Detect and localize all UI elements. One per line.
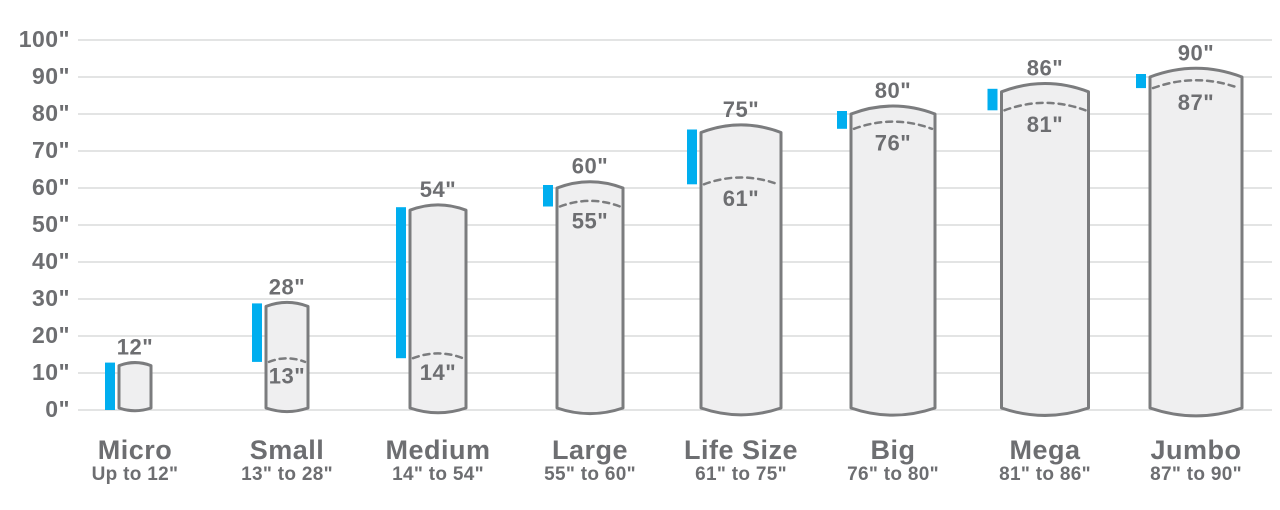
range-bar xyxy=(987,88,998,111)
y-axis-tick-label: 0" xyxy=(45,396,70,422)
min-height-label: 87" xyxy=(1178,90,1214,115)
category-name: Big xyxy=(871,435,916,465)
category-range-label: 55" to 60" xyxy=(544,464,636,485)
category-range-label: 61" to 75" xyxy=(695,464,787,485)
category-range-label: Up to 12" xyxy=(92,464,179,485)
y-axis-tick-label: 10" xyxy=(32,359,70,385)
min-height-label: 81" xyxy=(1027,112,1063,137)
max-height-label: 60" xyxy=(572,154,608,179)
category-range-label: 87" to 90" xyxy=(1150,464,1242,485)
max-height-label: 80" xyxy=(875,78,911,103)
y-axis-tick-label: 60" xyxy=(32,174,70,200)
cylinder xyxy=(264,300,310,414)
min-height-label: 61" xyxy=(723,186,759,211)
max-height-label: 86" xyxy=(1027,56,1063,81)
cylinder xyxy=(1000,82,1090,417)
min-height-dashed-line xyxy=(267,357,307,364)
category-range-label: 13" to 28" xyxy=(241,464,333,485)
cylinder xyxy=(117,361,153,413)
min-height-dashed-line xyxy=(411,352,465,360)
max-height-label: 54" xyxy=(420,177,456,202)
y-axis-tick-label: 80" xyxy=(32,100,70,126)
max-height-label: 28" xyxy=(269,274,305,299)
range-bar xyxy=(1136,74,1146,89)
category-range-label: 76" to 80" xyxy=(847,464,939,485)
y-axis-tick-label: 50" xyxy=(32,211,70,237)
range-bar xyxy=(543,185,553,207)
category-name: Small xyxy=(250,435,325,465)
cylinder xyxy=(1148,66,1244,418)
y-axis-tick-label: 40" xyxy=(32,248,70,274)
max-height-label: 75" xyxy=(723,97,759,122)
min-height-label: 14" xyxy=(420,360,456,385)
min-height-dashed-line xyxy=(702,176,780,186)
category-name: Large xyxy=(552,435,628,465)
min-height-dashed-line xyxy=(852,120,934,131)
cylinder xyxy=(699,123,783,417)
min-height-dashed-line xyxy=(1151,78,1241,90)
range-bar xyxy=(252,303,262,362)
category-name: Medium xyxy=(385,435,490,465)
min-height-dashed-line xyxy=(558,199,622,208)
y-axis-tick-label: 90" xyxy=(32,63,70,89)
cylinder xyxy=(849,104,937,417)
cylinder xyxy=(408,203,468,415)
category-name: Life Size xyxy=(684,435,798,465)
range-bar xyxy=(105,362,115,410)
max-height-label: 12" xyxy=(117,335,153,360)
min-height-label: 76" xyxy=(875,131,911,156)
range-bar xyxy=(687,129,697,185)
y-axis-tick-label: 100" xyxy=(19,26,70,52)
y-axis-tick-label: 20" xyxy=(32,322,70,348)
y-axis-tick-label: 70" xyxy=(32,137,70,163)
category-range-label: 14" to 54" xyxy=(392,464,484,485)
cylinder xyxy=(555,180,625,416)
category-name: Mega xyxy=(1009,435,1081,465)
category-range-label: 81" to 86" xyxy=(999,464,1091,485)
category-name: Jumbo xyxy=(1150,435,1241,465)
category-name: Micro xyxy=(98,435,173,465)
range-bar xyxy=(396,207,406,359)
range-bar xyxy=(837,111,847,129)
min-height-label: 13" xyxy=(269,364,305,389)
max-height-label: 90" xyxy=(1178,40,1214,65)
min-height-label: 55" xyxy=(572,208,608,233)
y-axis-tick-label: 30" xyxy=(32,285,70,311)
